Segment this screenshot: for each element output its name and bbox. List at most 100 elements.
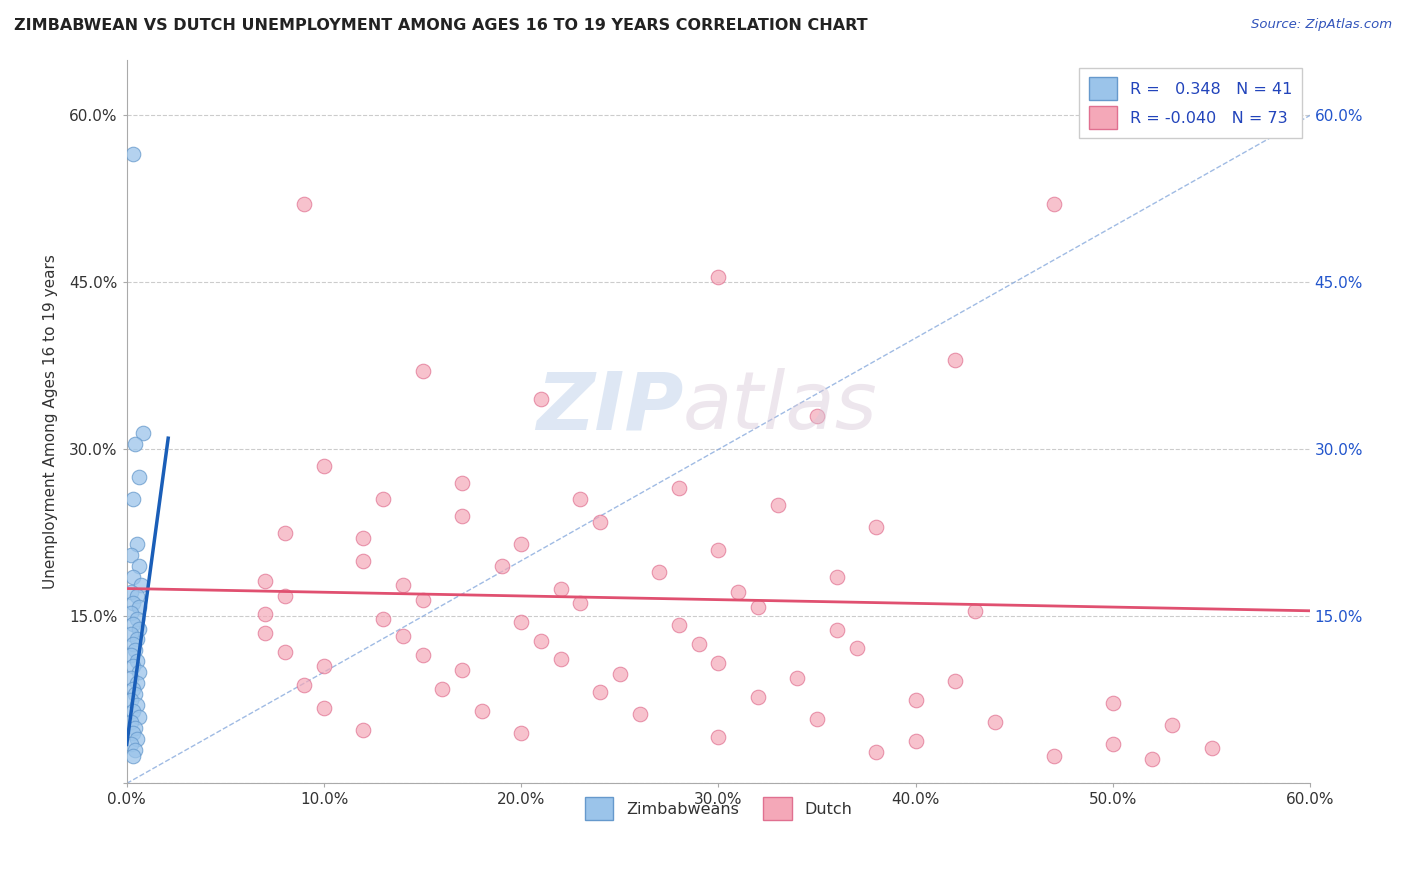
Point [125, 731, 148, 746]
Point [121, 617, 143, 632]
Point [392, 578, 415, 592]
Point [125, 632, 148, 646]
Point [121, 147, 143, 161]
Point [510, 615, 533, 629]
Point [1201, 740, 1223, 755]
Point [569, 596, 592, 610]
Point [491, 559, 513, 574]
Text: atlas: atlas [683, 368, 877, 446]
Point [121, 492, 143, 507]
Point [120, 693, 142, 707]
Point [530, 633, 553, 648]
Point [253, 626, 276, 640]
Text: ZIMBABWEAN VS DUTCH UNEMPLOYMENT AMONG AGES 16 TO 19 YEARS CORRELATION CHART: ZIMBABWEAN VS DUTCH UNEMPLOYMENT AMONG A… [14, 18, 868, 33]
Point [412, 364, 434, 378]
Point [943, 673, 966, 688]
Point [128, 600, 150, 615]
Point [125, 654, 148, 668]
Point [128, 709, 150, 723]
Point [1043, 748, 1066, 763]
Point [550, 651, 572, 665]
Point [451, 663, 474, 677]
Point [121, 726, 143, 740]
Point [707, 269, 730, 284]
Point [983, 715, 1005, 730]
Point [648, 565, 671, 579]
Point [125, 537, 148, 551]
Point [253, 574, 276, 588]
Point [845, 640, 868, 655]
Point [747, 600, 769, 615]
Point [121, 704, 143, 718]
Point [825, 623, 848, 637]
Point [125, 611, 148, 625]
Point [273, 645, 295, 659]
Point [121, 681, 143, 696]
Point [312, 659, 335, 673]
Point [312, 458, 335, 473]
Point [865, 745, 887, 759]
Point [943, 353, 966, 368]
Point [1161, 718, 1184, 732]
Point [530, 392, 553, 407]
Point [432, 681, 454, 696]
Point [707, 730, 730, 744]
Y-axis label: Unemployment Among Ages 16 to 19 years: Unemployment Among Ages 16 to 19 years [44, 254, 58, 589]
Point [707, 656, 730, 670]
Point [747, 690, 769, 704]
Point [806, 712, 828, 726]
Point [688, 637, 710, 651]
Point [904, 693, 927, 707]
Point [550, 582, 572, 596]
Point [129, 578, 152, 592]
Point [121, 659, 143, 673]
Point [727, 585, 749, 599]
Point [121, 748, 143, 763]
Point [1043, 197, 1066, 211]
Point [131, 425, 153, 440]
Point [963, 604, 986, 618]
Point [120, 606, 142, 620]
Point [273, 590, 295, 604]
Point [120, 671, 142, 685]
Point [128, 622, 150, 636]
Point [373, 611, 395, 625]
Point [825, 570, 848, 584]
Point [707, 542, 730, 557]
Point [120, 548, 142, 562]
Point [865, 520, 887, 534]
Point [124, 642, 146, 657]
Text: Source: ZipAtlas.com: Source: ZipAtlas.com [1251, 18, 1392, 31]
Point [609, 667, 631, 681]
Point [352, 554, 374, 568]
Point [273, 525, 295, 540]
Point [128, 470, 150, 484]
Point [589, 685, 612, 699]
Point [125, 676, 148, 690]
Point [312, 700, 335, 714]
Point [352, 723, 374, 737]
Point [1102, 696, 1125, 710]
Point [589, 515, 612, 529]
Point [120, 648, 142, 663]
Point [120, 715, 142, 730]
Point [510, 726, 533, 740]
Point [412, 592, 434, 607]
Point [128, 665, 150, 679]
Point [120, 738, 142, 752]
Point [121, 570, 143, 584]
Text: ZIP: ZIP [536, 368, 683, 446]
Point [569, 492, 592, 507]
Point [124, 436, 146, 450]
Point [373, 492, 395, 507]
Point [124, 743, 146, 757]
Point [510, 537, 533, 551]
Point [253, 607, 276, 621]
Point [806, 409, 828, 423]
Point [292, 197, 315, 211]
Point [392, 629, 415, 643]
Point [786, 671, 808, 685]
Point [124, 687, 146, 701]
Legend: Zimbabweans, Dutch: Zimbabweans, Dutch [578, 790, 859, 826]
Point [125, 698, 148, 713]
